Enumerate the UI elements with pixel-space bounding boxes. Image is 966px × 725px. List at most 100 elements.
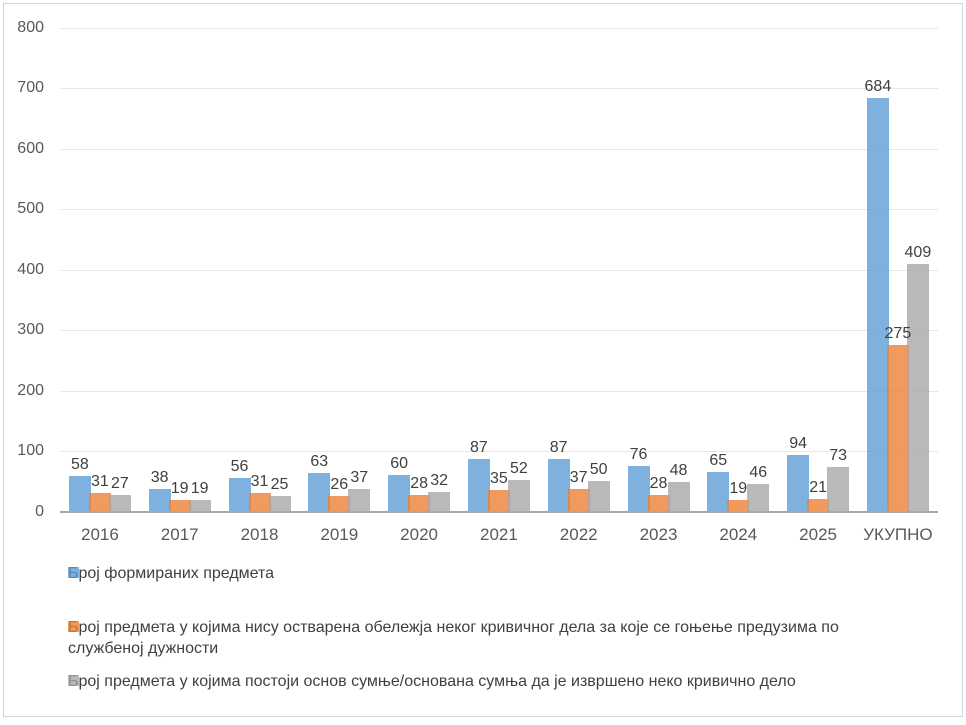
bar (747, 483, 770, 512)
bar-label: 37 (350, 469, 369, 487)
y-tick-label: 200 (17, 381, 44, 399)
bar-label: 52 (509, 460, 528, 478)
gridline-500 (60, 209, 938, 211)
bar (866, 98, 889, 512)
bar (906, 264, 929, 512)
bar-label: 28 (649, 474, 668, 492)
bar-label: 19 (170, 480, 189, 498)
bar-label: 94 (789, 434, 807, 452)
bar (886, 345, 909, 512)
bar (408, 494, 431, 512)
x-category-label: 2021 (479, 525, 518, 544)
bar (68, 476, 91, 512)
y-tick-label: 100 (17, 442, 44, 460)
legend-label: Број предмета у којима нису остварена об… (68, 619, 839, 657)
bar-label: 87 (469, 438, 488, 456)
bar (467, 458, 490, 512)
bar-label: 684 (864, 78, 892, 96)
bar (507, 480, 530, 512)
x-category-label: 2018 (240, 525, 279, 544)
x-category-label: 2025 (799, 525, 837, 544)
bar-label: 56 (230, 457, 249, 475)
bar-label: 32 (430, 472, 448, 490)
gridline-400 (60, 269, 938, 271)
bar (148, 488, 171, 512)
legend-item: Број предмета у којима постоји основ сум… (68, 671, 948, 692)
legend: Број формираних предмета Број предмета у … (68, 563, 948, 725)
x-category-label: УКУПНО (863, 525, 933, 544)
gridline-600 (60, 148, 938, 150)
bar (228, 477, 251, 512)
bar (268, 496, 291, 512)
x-axis-line (60, 510, 938, 513)
gridline-800 (60, 28, 938, 29)
bar-label: 409 (904, 244, 932, 262)
bar-label: 21 (809, 478, 827, 496)
bar (707, 472, 730, 512)
bar (647, 494, 670, 512)
bar-label: 38 (150, 468, 169, 486)
x-category-label: 2020 (400, 525, 438, 544)
legend-swatch (68, 675, 79, 686)
bar-label: 58 (70, 456, 89, 474)
bar (547, 458, 570, 512)
bar-label: 60 (390, 455, 408, 473)
bar-label: 50 (589, 461, 608, 479)
bar (168, 500, 191, 512)
bar (827, 467, 850, 512)
bar-label: 37 (569, 469, 588, 487)
gridline-700 (60, 88, 938, 90)
bar (587, 481, 610, 512)
bar (388, 475, 411, 512)
bar-label: 25 (270, 476, 289, 494)
y-tick-label: 500 (17, 200, 44, 218)
bar (188, 500, 211, 512)
y-tick-label: 800 (17, 19, 44, 36)
chart-border-frame (3, 3, 963, 717)
legend-item: Број предмета у којима нису остварена об… (68, 617, 948, 659)
bar (88, 492, 111, 512)
bar-label: 63 (310, 453, 329, 471)
y-tick-label: 600 (17, 139, 44, 157)
bar (248, 492, 271, 512)
legend-swatch (68, 621, 79, 632)
bar-label: 19 (729, 480, 748, 498)
legend-label: Број формираних предмета (68, 565, 275, 582)
x-category-label: 2016 (80, 525, 119, 544)
bar (108, 495, 131, 512)
bar (807, 498, 830, 512)
bar-label: 87 (549, 438, 568, 456)
bar-label: 76 (629, 445, 648, 463)
y-tick-label: 700 (17, 79, 44, 97)
bar-label: 35 (489, 470, 508, 488)
x-category-label: 2017 (160, 525, 199, 544)
bar (348, 489, 371, 512)
bar (567, 489, 590, 512)
bar-label: 73 (829, 447, 847, 465)
bar (328, 495, 351, 512)
gridline-100 (60, 451, 938, 453)
bar (787, 454, 810, 512)
x-category-label: 2023 (639, 525, 678, 544)
legend-label: Број предмета у којима постоји основ сум… (68, 673, 796, 690)
bar (727, 500, 750, 512)
legend-swatch (68, 567, 79, 578)
y-tick-label: 300 (17, 321, 44, 339)
x-category-label: 2019 (320, 525, 359, 544)
x-category-label: 2024 (719, 525, 758, 544)
legend-item: Број формираних предмета (68, 563, 948, 584)
bar (487, 490, 510, 512)
bar-label: 31 (250, 472, 269, 490)
y-tick-label: 400 (17, 260, 44, 278)
x-category-label: 2022 (559, 525, 598, 544)
bar (667, 482, 690, 512)
bar-label: 26 (330, 475, 349, 493)
bar-label: 275 (884, 325, 912, 343)
bar-label: 46 (749, 463, 768, 481)
bar-label: 31 (90, 472, 109, 490)
gridline-200 (60, 390, 938, 392)
gridline-300 (60, 330, 938, 332)
y-tick-label: 0 (35, 502, 44, 520)
bar-label: 28 (410, 474, 428, 492)
